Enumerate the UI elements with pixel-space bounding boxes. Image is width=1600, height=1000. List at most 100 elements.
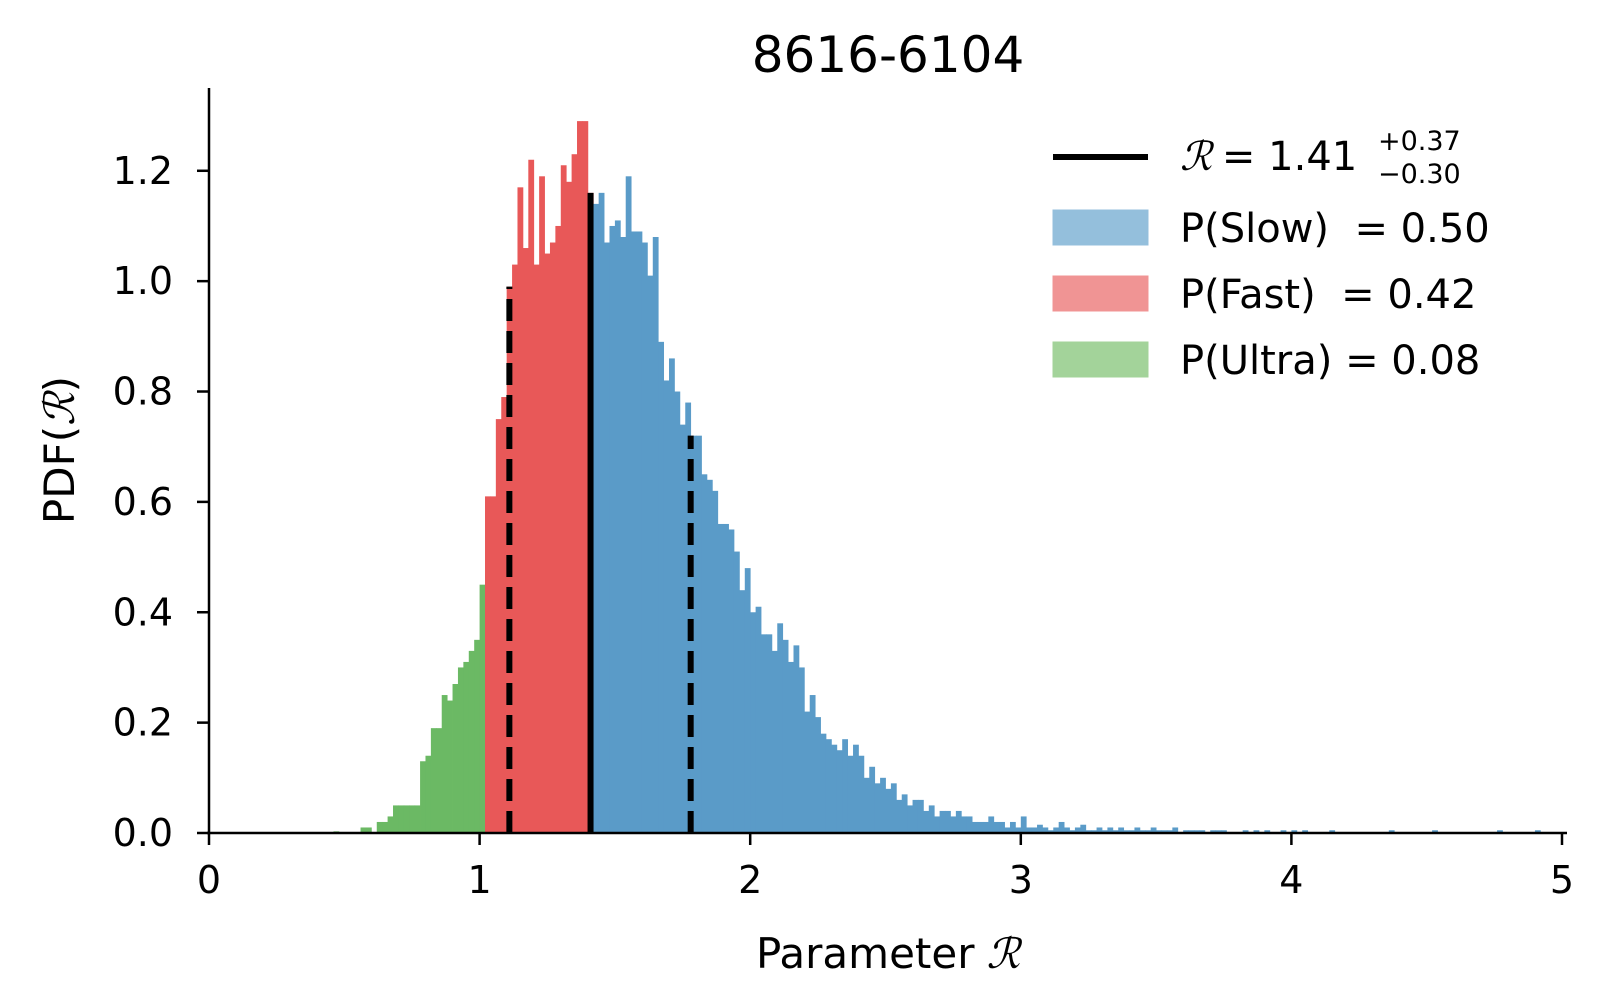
- histogram-bar-slow: [733, 551, 740, 833]
- histogram-bar-slow: [825, 739, 832, 833]
- histogram-bar-slow: [809, 695, 816, 833]
- histogram-bar-slow: [804, 711, 811, 833]
- histogram-bar-slow: [999, 821, 1005, 833]
- histogram-bar-slow: [1139, 830, 1146, 833]
- histogram-bar-slow: [1042, 827, 1049, 833]
- histogram-bar-ultra: [414, 805, 421, 833]
- legend-estimate-symbol: ℛ: [1180, 134, 1215, 180]
- histogram-bar-ultra: [463, 661, 470, 833]
- histogram-bar-slow: [1047, 830, 1054, 833]
- legend-swatch: [1052, 209, 1149, 246]
- histogram-bar-slow: [1107, 827, 1114, 833]
- histogram-bar-slow: [712, 490, 719, 833]
- histogram-bar-slow: [658, 341, 665, 833]
- histogram-bar-slow: [1015, 827, 1022, 833]
- histogram-bar-ultra: [409, 805, 416, 833]
- legend-label: P(Ultra) = 0.08: [1180, 338, 1480, 384]
- histogram-bar-slow: [885, 788, 892, 833]
- histogram-bar-ultra: [403, 805, 410, 833]
- y-tick-label: 1.2: [113, 149, 173, 193]
- legend: ℛ = 1.41 +0.37 −0.30 P(Slow) = 0.50 P(Fast…: [1052, 126, 1490, 384]
- histogram-bar-ultra: [387, 816, 394, 833]
- histogram-bar-ultra: [474, 639, 480, 833]
- histogram-bar-slow: [761, 634, 767, 833]
- histogram-bar-slow: [1150, 827, 1157, 833]
- histogram-bar-slow: [966, 816, 973, 833]
- histogram-bar-slow: [1101, 830, 1108, 833]
- histogram-bar-slow: [961, 816, 968, 833]
- histogram-bar-slow: [842, 739, 849, 833]
- histogram-bar-slow: [593, 203, 600, 833]
- histogram-bar-slow: [625, 176, 632, 834]
- y-axis-label-text: PDF: [35, 442, 84, 524]
- interval-lines: [506, 192, 694, 833]
- histogram-bar-slow: [1091, 830, 1097, 833]
- histogram-bar-slow: [1210, 830, 1217, 833]
- histogram-bar-ultra: [393, 805, 399, 833]
- histogram-bar-ultra: [447, 700, 453, 833]
- y-axis-label-close-paren: ): [35, 376, 84, 392]
- histogram-bar-ultra: [382, 821, 388, 833]
- histogram-bar-slow: [679, 424, 686, 833]
- histogram-bar-slow: [907, 805, 913, 833]
- y-tick-label: 0.8: [113, 370, 173, 414]
- y-tick-label: 0.4: [113, 590, 173, 634]
- histogram-bar-slow: [744, 568, 751, 833]
- histogram-bar-slow: [652, 237, 659, 833]
- histogram-bar-slow: [853, 744, 859, 833]
- histogram-bar-slow: [669, 358, 675, 833]
- histogram-bar-slow: [798, 667, 805, 833]
- legend-swatch: [1052, 275, 1149, 312]
- histogram-bar-slow: [1134, 827, 1141, 833]
- histogram-bar-ultra: [436, 728, 443, 833]
- histogram-bar-slow: [728, 529, 735, 833]
- histogram-bar-slow: [901, 794, 908, 833]
- histogram-bar-ultra: [365, 827, 372, 833]
- histogram-bar-slow: [1497, 830, 1503, 833]
- histogram-bar-slow: [641, 242, 648, 833]
- histogram-bar-slow: [1534, 830, 1541, 833]
- histogram-bar-slow: [955, 810, 962, 833]
- histogram-bar-slow: [1280, 830, 1287, 833]
- legend-label: P(Fast) = 0.42: [1180, 272, 1476, 318]
- histogram-bar-slow: [863, 777, 870, 833]
- histogram-bar-slow: [945, 810, 951, 833]
- histogram-bar-slow: [701, 474, 708, 833]
- histogram-bar-fast: [512, 264, 518, 834]
- histogram-bar-slow: [1156, 830, 1162, 833]
- histogram-bar-slow: [993, 821, 1000, 833]
- x-tick-label: 4: [1279, 858, 1303, 902]
- histogram-bar-ultra: [376, 821, 383, 833]
- histogram-bar-slow: [1329, 830, 1336, 833]
- histogram-bar-slow: [674, 391, 681, 833]
- histogram-bar-fast: [522, 248, 529, 834]
- histogram-bar-slow: [896, 799, 903, 833]
- histogram-bar-slow: [1199, 830, 1206, 833]
- histogram-bar-slow: [647, 275, 654, 833]
- x-tick-label: 5: [1550, 858, 1574, 902]
- histogram-bar-slow: [598, 192, 605, 834]
- legend-swatch: [1052, 341, 1149, 378]
- histogram-bar-slow: [1129, 830, 1135, 833]
- histogram-bar-fast: [501, 397, 508, 833]
- histogram-bar-slow: [1064, 827, 1070, 833]
- histogram-bar-slow: [1069, 830, 1076, 833]
- histogram-bar-slow: [869, 766, 876, 833]
- histogram-bar-fast: [571, 154, 578, 834]
- histogram-bar-slow: [793, 645, 800, 833]
- histogram-bar-slow: [815, 717, 821, 833]
- x-axis-label-symbol: ℛ: [987, 929, 1023, 978]
- histogram-bar-slow: [614, 220, 621, 833]
- x-ticks: 0 1 2 3 4 5: [197, 833, 1574, 902]
- histogram-bar-slow: [750, 612, 757, 833]
- histogram-bar-slow: [696, 435, 702, 833]
- histogram-bar-slow: [1432, 830, 1438, 833]
- y-axis-label-symbol: ℛ: [35, 390, 84, 426]
- histogram-bar-slow: [928, 805, 935, 833]
- histogram-bar-ultra: [430, 728, 437, 833]
- histogram-bar-fast: [485, 496, 491, 833]
- histogram-bar-ultra: [479, 584, 486, 833]
- histogram-bar-slow: [788, 661, 794, 833]
- histogram-bar-slow: [1291, 830, 1298, 833]
